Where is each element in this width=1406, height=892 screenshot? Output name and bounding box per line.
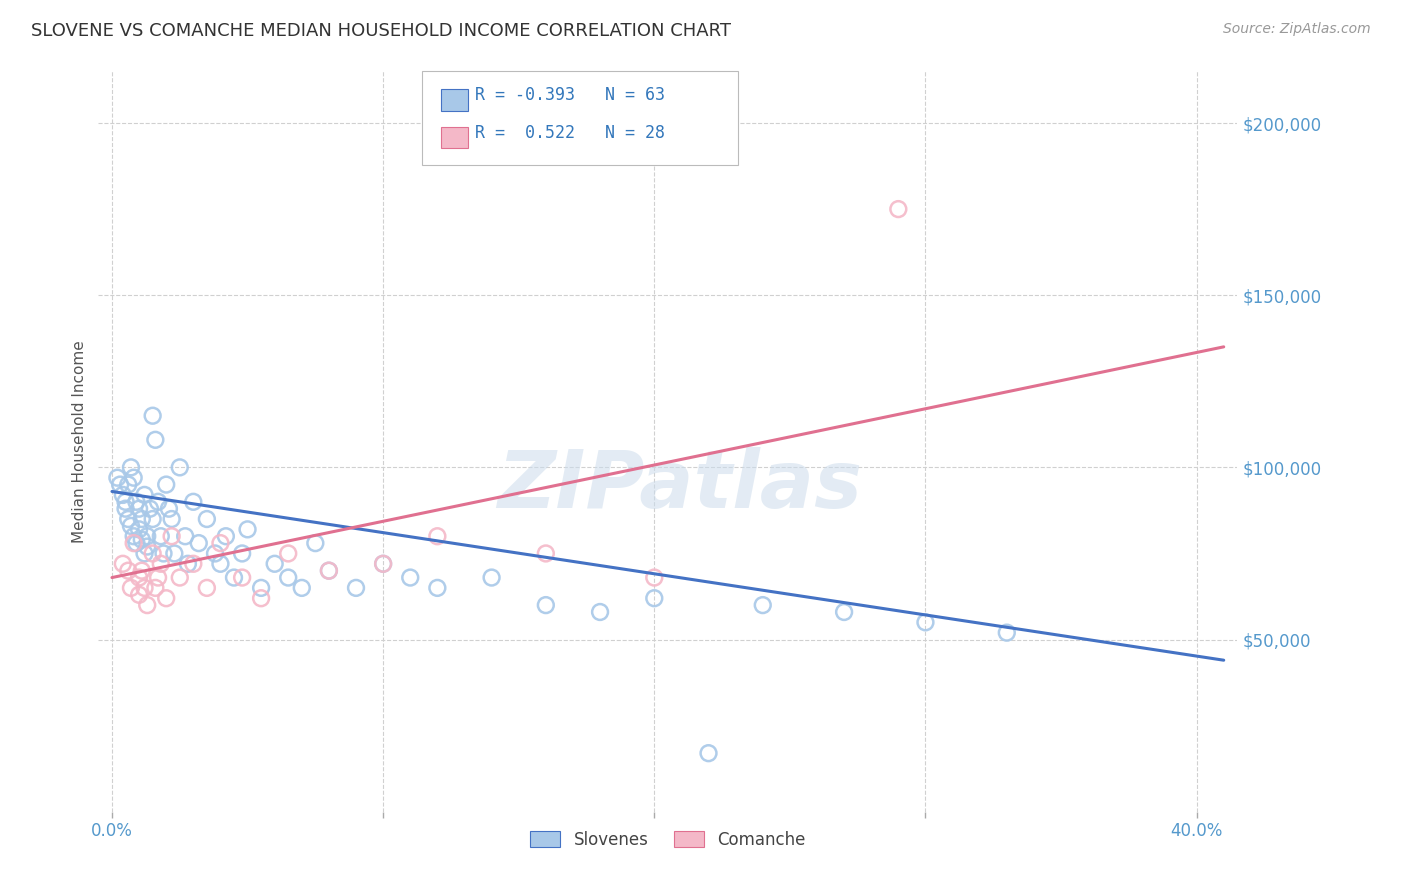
Point: [149, 557, 172, 571]
Point: [142, 512, 165, 526]
Point: [832, 605, 855, 619]
Text: R = -0.393   N = 63: R = -0.393 N = 63: [475, 87, 665, 104]
Point: [209, 536, 232, 550]
Point: [174, 529, 197, 543]
Point: [250, 581, 273, 595]
Point: [157, 501, 180, 516]
Point: [120, 460, 142, 475]
Point: [371, 557, 394, 571]
Point: [128, 570, 150, 584]
Point: [120, 581, 142, 595]
Point: [117, 477, 139, 491]
Point: [914, 615, 936, 630]
Point: [887, 202, 910, 216]
Point: [481, 570, 503, 584]
Point: [134, 581, 156, 595]
Point: [131, 533, 153, 547]
Point: [534, 546, 557, 560]
Point: [263, 557, 285, 571]
Point: [250, 591, 273, 606]
Point: [152, 546, 174, 560]
Point: [136, 529, 159, 543]
Point: [145, 433, 167, 447]
Point: [122, 536, 145, 550]
Legend: Slovenes, Comanche: Slovenes, Comanche: [523, 824, 813, 855]
Point: [146, 570, 169, 584]
Point: [643, 591, 665, 606]
Point: [399, 570, 422, 584]
Point: [231, 570, 253, 584]
Point: [146, 495, 169, 509]
Point: [114, 501, 136, 516]
Point: [231, 546, 253, 560]
Point: [155, 477, 177, 491]
Point: [155, 591, 177, 606]
Point: [995, 625, 1018, 640]
Point: [534, 598, 557, 612]
Point: [236, 522, 259, 536]
Point: [291, 581, 314, 595]
Point: [163, 546, 186, 560]
Point: [304, 536, 326, 550]
Point: [134, 546, 156, 560]
Point: [160, 512, 183, 526]
Point: [318, 564, 340, 578]
Point: [117, 564, 139, 578]
Point: [277, 570, 299, 584]
Point: [117, 512, 139, 526]
Point: [128, 501, 150, 516]
Point: [183, 557, 205, 571]
Point: [149, 529, 172, 543]
Point: [183, 495, 205, 509]
Point: [697, 746, 720, 760]
Point: [142, 546, 165, 560]
Point: [589, 605, 612, 619]
Point: [177, 557, 200, 571]
Point: [128, 588, 150, 602]
Point: [426, 529, 449, 543]
Point: [160, 529, 183, 543]
Point: [209, 557, 232, 571]
Point: [111, 488, 134, 502]
Point: [169, 570, 191, 584]
Point: [122, 471, 145, 485]
Point: [195, 581, 218, 595]
Point: [114, 495, 136, 509]
Y-axis label: Median Household Income: Median Household Income: [72, 340, 87, 543]
Point: [195, 512, 218, 526]
Point: [107, 471, 129, 485]
Point: [643, 570, 665, 584]
Point: [215, 529, 238, 543]
Point: [426, 581, 449, 595]
Point: [142, 409, 165, 423]
Point: [125, 495, 148, 509]
Point: [169, 460, 191, 475]
Point: [134, 488, 156, 502]
Point: [131, 564, 153, 578]
Point: [111, 557, 134, 571]
Text: Source: ZipAtlas.com: Source: ZipAtlas.com: [1223, 22, 1371, 37]
Text: R =  0.522   N = 28: R = 0.522 N = 28: [475, 124, 665, 142]
Point: [187, 536, 209, 550]
Point: [131, 512, 153, 526]
Point: [139, 501, 162, 516]
Point: [222, 570, 245, 584]
Point: [136, 540, 159, 554]
Point: [108, 477, 131, 491]
Point: [122, 529, 145, 543]
Point: [120, 519, 142, 533]
Point: [318, 564, 340, 578]
Point: [128, 522, 150, 536]
Point: [136, 598, 159, 612]
Point: [344, 581, 367, 595]
Point: [204, 546, 226, 560]
Point: [752, 598, 775, 612]
Text: ZIPatlas: ZIPatlas: [496, 447, 862, 525]
Point: [125, 536, 148, 550]
Text: SLOVENE VS COMANCHE MEDIAN HOUSEHOLD INCOME CORRELATION CHART: SLOVENE VS COMANCHE MEDIAN HOUSEHOLD INC…: [31, 22, 731, 40]
Point: [145, 581, 167, 595]
Point: [371, 557, 394, 571]
Point: [277, 546, 299, 560]
